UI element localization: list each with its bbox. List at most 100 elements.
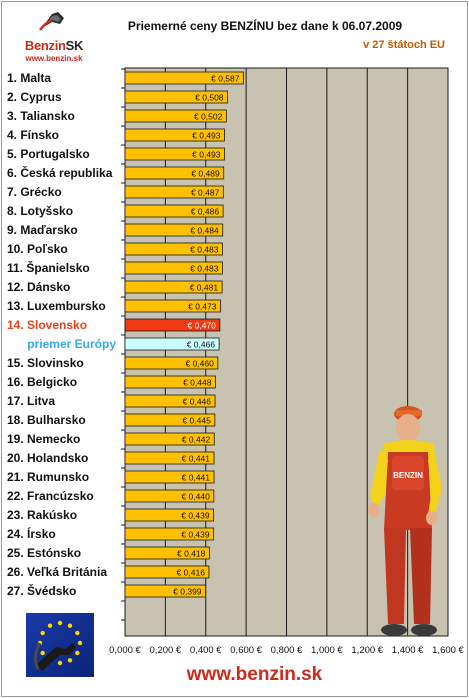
bar-value-label: € 0,445: [182, 416, 211, 426]
bar-value-label: € 0,441: [182, 473, 211, 483]
bar-value-label: € 0,470: [188, 321, 217, 331]
x-tick-label: 1,000 €: [311, 645, 343, 656]
benzin-logo[interactable]: BenzinSK www.benzin.sk: [18, 6, 90, 66]
eu-star-icon: [75, 630, 80, 636]
bar-value-label: € 0,502: [194, 112, 223, 122]
bar-value-label: € 0,446: [183, 397, 212, 407]
bar: [124, 147, 225, 161]
category-label: 7. Grécko: [7, 185, 62, 199]
category-label: 23. Rakúsko: [7, 508, 77, 522]
category-label: 15. Slovinsko: [7, 356, 84, 370]
category-label: 21. Rumunsko: [7, 470, 89, 484]
bar-value-label: € 0,440: [181, 492, 210, 502]
bar: [124, 489, 215, 503]
x-tick-label: 1,400 €: [392, 645, 424, 656]
plot-border: [124, 67, 449, 637]
bar: [124, 185, 224, 199]
category-label: 2. Cyprus: [7, 90, 62, 104]
bar-value-label: € 0,460: [185, 359, 214, 369]
bar-value-label: € 0,399: [173, 587, 202, 597]
eu-star-icon: [67, 658, 73, 663]
bar: [124, 261, 223, 275]
bar-value-label: € 0,473: [188, 302, 217, 312]
chart-subtitle: v 27 štátoch EU: [363, 39, 445, 51]
svg-text:BENZIN: BENZIN: [393, 471, 423, 480]
bar: [124, 280, 223, 294]
bar-value-label: € 0,483: [190, 245, 219, 255]
category-label: 19. Nemecko: [7, 432, 80, 446]
eu-star-icon: [47, 623, 53, 628]
category-label: 20. Holandsko: [7, 451, 88, 465]
bar: [124, 109, 227, 123]
bar-value-label: € 0,484: [190, 226, 219, 236]
category-label: 17. Litva: [7, 394, 55, 408]
bar-value-label: € 0,442: [182, 435, 211, 445]
x-tick-label: 1,600 €: [432, 645, 464, 656]
category-label: 12. Dánsko: [7, 280, 70, 294]
bar-value-label: € 0,466: [187, 340, 216, 350]
category-label: 25. Estónsko: [7, 546, 81, 560]
bar-value-label: € 0,486: [191, 207, 220, 217]
category-label: 13. Luxembursko: [7, 299, 106, 313]
bar-value-label: € 0,489: [191, 169, 220, 179]
category-label: 22. Francúzsko: [7, 489, 94, 503]
bar-value-label: € 0,508: [195, 93, 224, 103]
bar: [124, 432, 215, 446]
bar-value-label: € 0,481: [190, 283, 219, 293]
bar: [124, 223, 224, 237]
bar-value-label: € 0,448: [183, 378, 212, 388]
logo-url[interactable]: www.benzin.sk: [25, 54, 83, 63]
bar: [124, 413, 216, 427]
bar: [124, 470, 215, 484]
bar-value-label: € 0,493: [192, 131, 221, 141]
bar-value-label: € 0,483: [190, 264, 219, 274]
eu-star-icon: [75, 650, 80, 656]
chart-title: Priemerné ceny BENZÍNU bez dane k 06.07.…: [127, 19, 403, 33]
category-label: 8. Lotyšsko: [7, 204, 73, 218]
category-label: 5. Portugalsko: [7, 147, 90, 161]
bar: [124, 375, 216, 389]
category-label: 10. Poľsko: [7, 242, 68, 256]
bar: [124, 166, 225, 180]
category-label: 14. Slovensko: [7, 318, 87, 332]
x-tick-label: 0,200 €: [150, 645, 182, 656]
eu-star-icon: [40, 630, 45, 636]
bar-value-label: € 0,416: [177, 568, 206, 578]
category-label: 11. Španielsko: [7, 260, 90, 275]
x-tick-label: 0,000 €: [109, 645, 141, 656]
fuel-nozzle-icon: [39, 12, 64, 31]
eu-star-icon: [67, 623, 73, 628]
bar: [124, 128, 225, 142]
category-label: 24. Írsko: [7, 526, 56, 541]
category-label: 9. Maďarsko: [7, 223, 78, 237]
bar: [124, 204, 224, 218]
bar-value-label: € 0,587: [211, 74, 240, 84]
category-label: priemer Európy: [27, 337, 116, 351]
footer-url[interactable]: www.benzin.sk: [186, 664, 323, 685]
category-label: 26. Veľká Británia: [7, 565, 107, 579]
eu-star-icon: [57, 620, 63, 626]
x-tick-label: 1,200 €: [351, 645, 383, 656]
bar-value-label: € 0,439: [181, 530, 210, 540]
logo-brand-suffix: SK: [65, 38, 84, 53]
bar: [124, 356, 219, 370]
logo-name: BenzinSK: [18, 38, 90, 53]
bar: [124, 318, 221, 332]
category-label: 1. Malta: [7, 71, 51, 85]
x-tick-label: 0,400 €: [190, 645, 222, 656]
bar: [124, 451, 215, 465]
bar-value-label: € 0,439: [181, 511, 210, 521]
bar: [124, 565, 210, 579]
category-label: 18. Bulharsko: [7, 413, 86, 427]
category-label: 3. Taliansko: [7, 109, 75, 123]
bar: [124, 546, 210, 560]
eu-flag-image: [26, 613, 94, 677]
x-tick-label: 0,800 €: [271, 645, 303, 656]
eu-star-icon: [57, 660, 63, 666]
bar-value-label: € 0,441: [182, 454, 211, 464]
category-label: 4. Fínsko: [7, 128, 59, 142]
eu-star-icon: [40, 650, 45, 656]
bar: [124, 584, 206, 598]
bar-value-label: € 0,493: [192, 150, 221, 160]
